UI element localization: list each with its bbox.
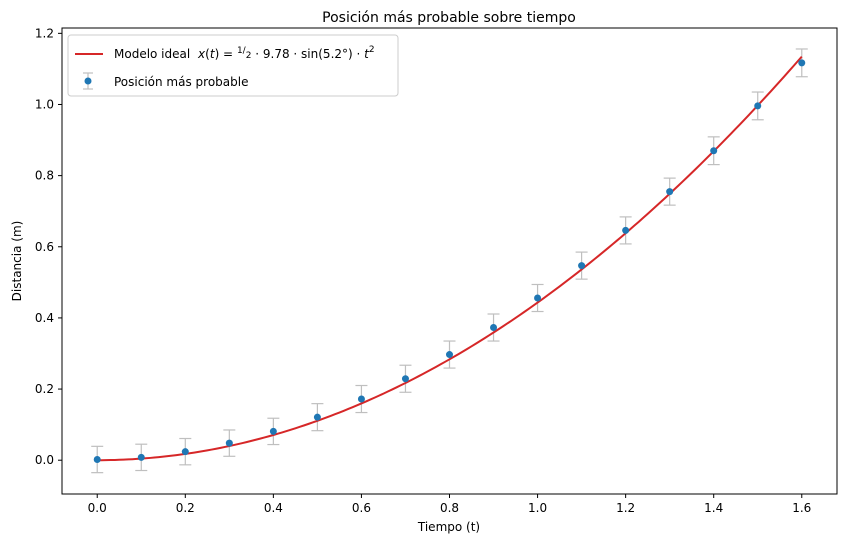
data-point xyxy=(666,188,674,196)
y-tick-label: 0.6 xyxy=(35,240,54,254)
y-tick-label: 0.2 xyxy=(35,382,54,396)
x-tick-label: 0.0 xyxy=(88,501,107,515)
data-point xyxy=(710,147,718,155)
y-axis: 0.0 0.2 0.4 0.6 0.8 1.0 1.2 xyxy=(35,26,62,467)
data-point xyxy=(490,324,498,332)
legend-model-formula-t1: ( xyxy=(205,47,210,61)
legend-model-formula-half: 1 xyxy=(237,46,243,56)
legend-model-formula-t2: t xyxy=(364,47,370,61)
legend-point-swatch xyxy=(84,77,92,85)
data-point xyxy=(269,427,277,435)
legend-model-formula: x xyxy=(197,47,206,61)
legend-label-model: Modelo ideal x(t) = 1/2 · 9.78 · sin(5.2… xyxy=(114,45,375,61)
legend-model-formula-two: 2 xyxy=(246,51,252,61)
legend-model-formula-sq: 2 xyxy=(369,45,375,55)
data-point xyxy=(181,448,189,456)
data-point xyxy=(798,59,806,67)
chart-title: Posición más probable sobre tiempo xyxy=(322,10,576,26)
legend-model-formula-eq: ) = xyxy=(215,47,237,61)
data-point xyxy=(401,375,409,383)
x-tick-label: 1.6 xyxy=(792,501,811,515)
x-tick-label: 1.0 xyxy=(528,501,547,515)
data-point xyxy=(534,294,542,302)
y-axis-title: Distancia (m) xyxy=(10,221,24,302)
data-point xyxy=(622,226,630,234)
x-tick-label: 1.2 xyxy=(616,501,635,515)
y-tick-label: 1.2 xyxy=(35,26,54,40)
legend: Modelo ideal x(t) = 1/2 · 9.78 · sin(5.2… xyxy=(67,34,399,97)
x-tick-label: 0.4 xyxy=(264,501,283,515)
x-tick-label: 0.8 xyxy=(440,501,459,515)
y-tick-label: 0.8 xyxy=(35,169,54,183)
legend-box xyxy=(67,34,399,97)
y-tick-label: 1.0 xyxy=(35,97,54,111)
x-axis-title: Tiempo (t) xyxy=(417,520,480,534)
x-axis: 0.0 0.2 0.4 0.6 0.8 1.0 1.2 1.4 1.6 xyxy=(88,494,811,515)
x-tick-label: 0.6 xyxy=(352,501,371,515)
data-point xyxy=(225,439,233,447)
legend-label-points: Posición más probable xyxy=(114,75,248,89)
data-point xyxy=(357,395,365,403)
data-point xyxy=(93,455,101,463)
data-point xyxy=(578,262,586,270)
model-curve xyxy=(97,55,803,462)
x-tick-label: 0.2 xyxy=(176,501,195,515)
x-tick-label: 1.4 xyxy=(704,501,723,515)
data-point xyxy=(754,102,762,110)
legend-model-formula-rest: · 9.78 · sin(5.2°) · xyxy=(251,47,364,61)
data-point xyxy=(313,413,321,421)
y-tick-label: 0.0 xyxy=(35,453,54,467)
legend-model-name: Modelo ideal xyxy=(114,47,190,61)
data-point xyxy=(137,453,145,461)
legend-model-formula-slash: / xyxy=(243,46,247,56)
legend-model-formula-t: t xyxy=(210,47,216,61)
data-point xyxy=(446,351,453,359)
plot-area xyxy=(91,48,808,474)
y-tick-label: 0.4 xyxy=(35,311,54,325)
